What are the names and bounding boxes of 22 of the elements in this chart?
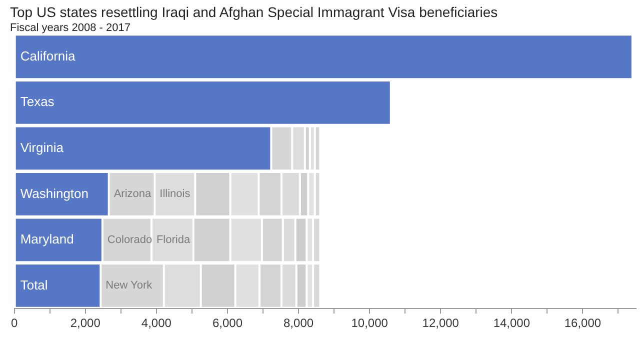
data-label: Florida: [156, 234, 191, 246]
x-tick-label: 2,000: [70, 316, 101, 330]
y-tick-label: California: [20, 48, 76, 64]
x-tick-label: 12,000: [422, 316, 460, 330]
data-label: New York: [106, 280, 153, 292]
y-tick-label: Virginia: [20, 140, 64, 155]
data-label: Arizona: [114, 188, 152, 200]
y-tick-label: Maryland: [20, 232, 74, 247]
x-tick-label: 6,000: [212, 316, 243, 330]
x-tick-label: 4,000: [141, 316, 172, 330]
x-tick-label: 16,000: [564, 316, 602, 330]
chart-title: Top US states resettling Iraqi and Afghan Special Immagrant Visa beneficiaries: [9, 3, 499, 20]
chart-subtitle: Fiscal years 2008 - 2017: [9, 22, 132, 34]
x-tick-label: 0: [10, 316, 18, 330]
x-tick-label: 14,000: [493, 316, 530, 330]
y-tick-label: Washington: [20, 186, 89, 201]
x-tick-label: 10,000: [351, 316, 388, 330]
x-tick-label: 8,000: [284, 316, 314, 330]
y-tick-label: Texas: [20, 94, 55, 110]
data-label: Colorado: [107, 234, 152, 246]
y-tick-label: Total: [20, 277, 48, 292]
data-label: Illinois: [160, 188, 191, 200]
